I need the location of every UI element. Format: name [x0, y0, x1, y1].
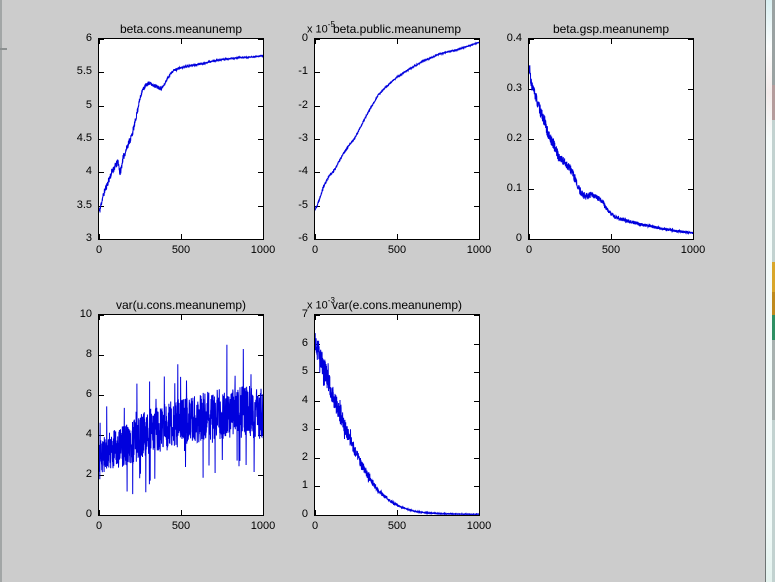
background-window-edge[interactable] [766, 0, 772, 582]
trace-line [529, 65, 693, 235]
subplot-var-e-cons: var(e.cons.meanunemp) x 10-3 0 1 2 3 4 5 6 7 0 50… [265, 294, 510, 536]
trace-line [315, 333, 479, 515]
y-tick-label: 4 [85, 428, 92, 440]
x-tick-label: 0 [311, 520, 319, 532]
subplot-beta-gsp: beta.gsp.meanunemp 0 0.1 0.2 0.3 0.4 0 500 1000 [479, 18, 724, 260]
x-tick-label: 0 [525, 244, 533, 256]
axis-scale-label: x 10-3 [307, 296, 335, 312]
y-tick-label: 0 [515, 232, 522, 244]
y-tick-label: 6 [301, 336, 308, 349]
partial-desktop-icon-gold[interactable] [772, 292, 775, 315]
tick-marks [315, 39, 479, 239]
y-tick-label: 3 [301, 422, 308, 435]
plot-axes [314, 314, 480, 516]
y-tick-label: -2 [298, 98, 308, 111]
y-tick-label: 3.5 [76, 198, 92, 211]
y-tick-label: 0.3 [506, 82, 522, 94]
partial-desktop-icon-green[interactable] [772, 315, 775, 340]
x-tick-label: 0 [95, 520, 103, 532]
y-tick-label: 7 [301, 308, 308, 320]
y-tick-label: 0 [301, 508, 308, 520]
plot-title: var(e.cons.meanunemp) [331, 298, 463, 312]
y-tick-label: 5 [85, 98, 92, 111]
y-tick-label: -5 [298, 198, 308, 211]
desktop-edge-segment [772, 0, 775, 85]
y-tick-label: 6 [85, 32, 92, 44]
plot-axes [528, 38, 694, 240]
y-tick-label: -1 [298, 65, 308, 78]
y-tick-label: -4 [298, 165, 308, 178]
subplot-beta-public: beta.public.meanunemp x 10-5 -6 -5 -4 -3 -2 -… [265, 18, 510, 260]
y-tick-label: 4 [301, 393, 308, 406]
x-tick-label: 500 [171, 520, 191, 532]
plot-axes [98, 314, 264, 516]
x-tick-label: 1000 [250, 244, 276, 256]
plot-title: var(u.cons.meanunemp) [115, 298, 247, 312]
y-tick-label: 0 [85, 508, 92, 520]
background-window-border [765, 0, 766, 582]
y-tick-label: 5 [301, 365, 308, 378]
y-tick-label: 0.2 [506, 132, 522, 144]
y-tick-label: 2 [301, 450, 308, 463]
partial-desktop-icon-yellow[interactable] [772, 262, 775, 292]
x-tick-label: 1000 [680, 244, 706, 256]
y-tick-label: 0.4 [506, 32, 522, 44]
y-tick-label: 8 [85, 348, 92, 360]
desktop-edge-column [772, 0, 775, 582]
x-tick-label: 1000 [250, 520, 276, 532]
plot-title: beta.public.meanunemp [332, 22, 462, 36]
tick-marks [99, 39, 263, 239]
y-tick-label: 0 [301, 32, 308, 44]
y-tick-label: 0.1 [506, 182, 522, 194]
axis-scale-label: x 10-5 [307, 20, 335, 36]
y-tick-label: 4 [85, 165, 92, 178]
y-tick-label: 10 [79, 308, 92, 320]
y-tick-label: 4.5 [76, 132, 92, 144]
y-tick-label: 2 [85, 468, 92, 480]
plot-title: beta.gsp.meanunemp [552, 22, 670, 36]
y-tick-label: 6 [85, 388, 92, 400]
plot-axes [314, 38, 480, 240]
desktop-edge-segment [772, 340, 775, 420]
trace-line [99, 54, 263, 213]
y-tick-label: -6 [298, 232, 308, 244]
x-tick-label: 0 [95, 244, 103, 256]
x-tick-label: 1000 [466, 520, 492, 532]
x-tick-label: 500 [601, 244, 621, 256]
y-tick-label: -3 [298, 132, 308, 144]
figure-left-notch [0, 48, 7, 50]
x-tick-label: 500 [387, 520, 407, 532]
plot-title: beta.cons.meanunemp [119, 22, 243, 36]
x-tick-label: 500 [171, 244, 191, 256]
figure-left-border [0, 0, 2, 582]
desktop-edge-segment [772, 85, 775, 120]
plot-axes [98, 38, 264, 240]
trace-line [99, 344, 263, 495]
trace-line [315, 41, 479, 212]
subplot-beta-cons: beta.cons.meanunemp 3 3.5 4 4.5 5 5.5 6 0 500 100… [49, 18, 294, 260]
y-tick-label: 1 [301, 479, 308, 492]
y-tick-label: 5.5 [76, 65, 92, 78]
subplot-var-u-cons: var(u.cons.meanunemp) 0 2 4 6 8 10 0 500 1000 [49, 294, 294, 536]
x-tick-label: 500 [387, 244, 407, 256]
x-tick-label: 0 [311, 244, 319, 256]
y-tick-label: 3 [85, 232, 92, 244]
tick-marks [315, 315, 479, 515]
x-tick-label: 1000 [466, 244, 492, 256]
